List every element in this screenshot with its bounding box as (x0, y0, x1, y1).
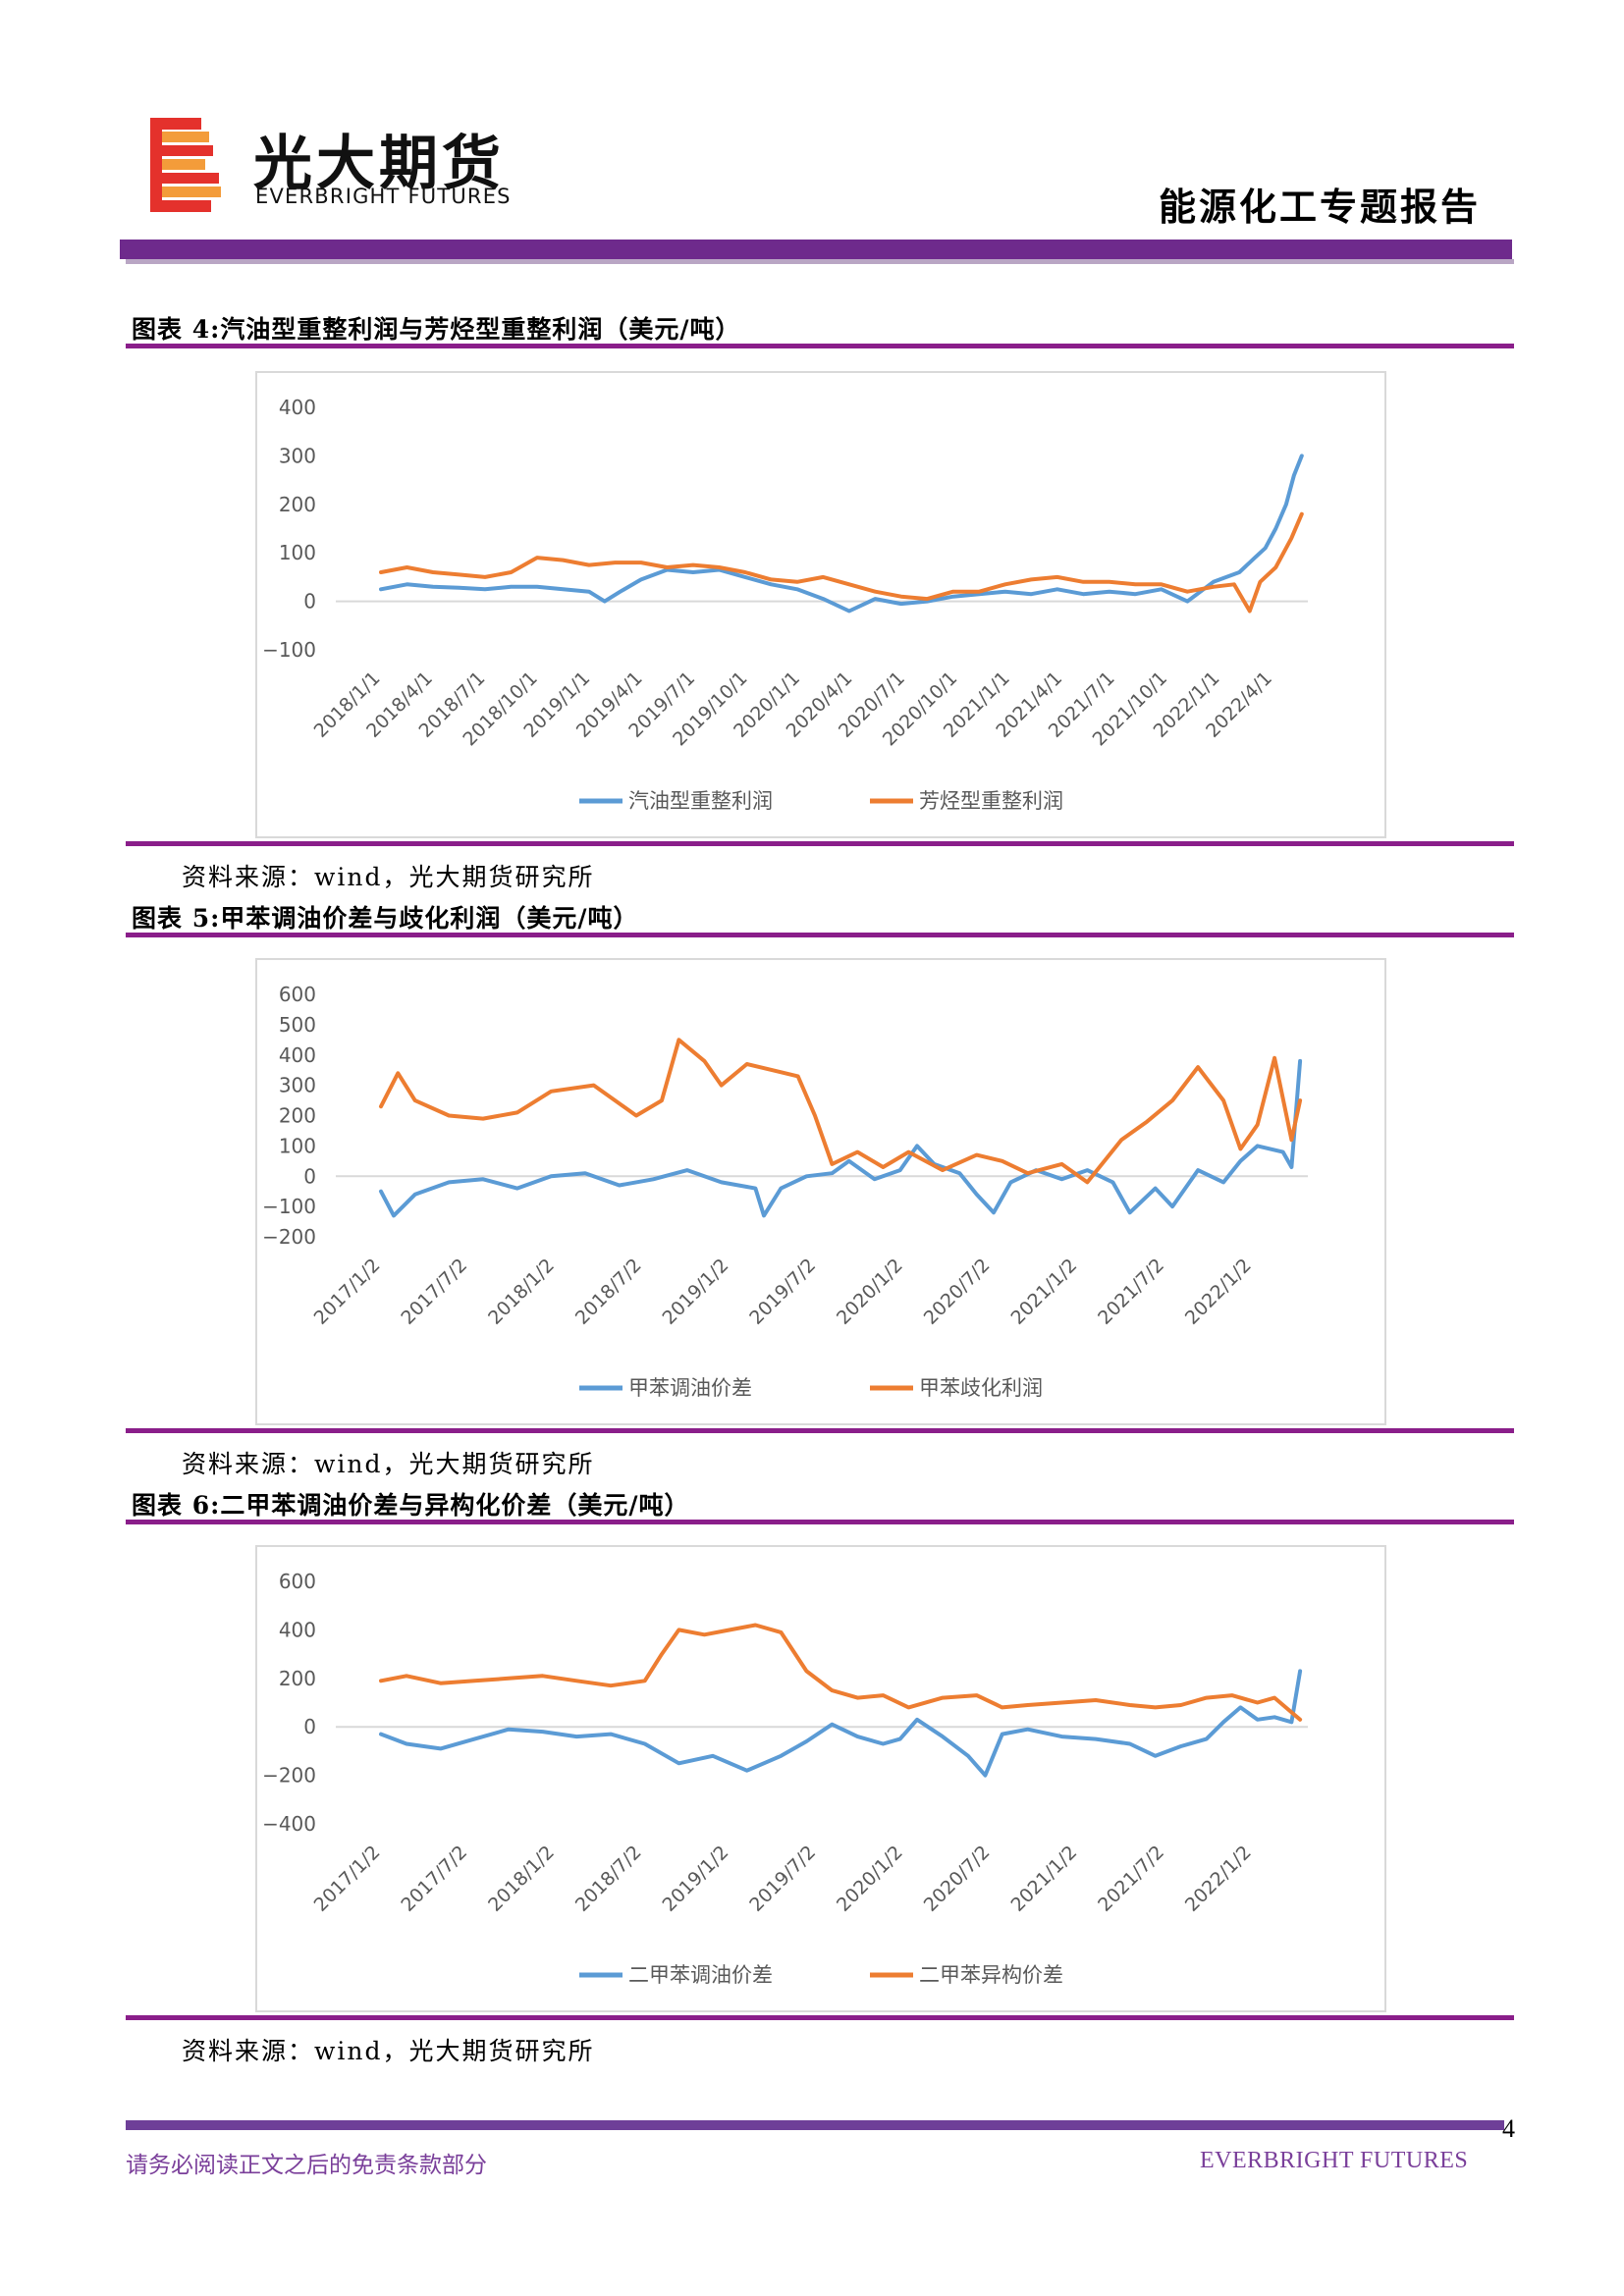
page-number: 4 (1502, 2114, 1515, 2143)
y-tick-label: 500 (279, 1013, 316, 1037)
x-tick-label: 2020/1/2 (833, 1255, 907, 1329)
x-tick-label: 2022/1/2 (1181, 1842, 1256, 1916)
y-tick-label: 200 (279, 493, 316, 516)
x-tick-label: 2019/1/2 (659, 1255, 733, 1329)
y-tick-label: 200 (279, 1104, 316, 1128)
x-tick-label: 2017/7/2 (397, 1255, 471, 1329)
company-name-en: EVERBRIGHT FUTURES (255, 185, 512, 208)
footer-brand: EVERBRIGHT FUTURES (1200, 2148, 1469, 2173)
y-tick-label: 300 (279, 444, 316, 467)
series-line-1 (379, 454, 1304, 614)
figure-6-chart: 600 400 200 0 −200 −400 2017/1/2 2017/7/2 2018/1… (262, 1570, 1308, 1987)
y-tick-label: 300 (279, 1074, 316, 1097)
y-tick-label: 600 (279, 983, 316, 1006)
y-tick-label: −100 (262, 1195, 316, 1218)
figure-6-source: 资料来源：wind，光大期货研究所 (182, 2037, 595, 2065)
y-tick-label: 0 (303, 1715, 316, 1738)
company-logo-mark (150, 118, 221, 212)
y-tick-label: 400 (279, 396, 316, 419)
x-tick-label: 2017/1/2 (310, 1842, 385, 1916)
figure-4-chart: 4003002001000−1002018/1/12018/4/12018/7/… (262, 396, 1308, 813)
figure-5-top-rule (126, 933, 1514, 937)
y-tick-label: 400 (279, 1043, 316, 1067)
series-line-1 (379, 1058, 1303, 1218)
figure-5-source: 资料来源：wind，光大期货研究所 (182, 1450, 595, 1478)
series-line-2 (379, 511, 1304, 614)
x-tick-label: 2018/1/2 (484, 1842, 559, 1916)
header-band-shadow (126, 259, 1514, 264)
figure-4-title: 图表 4:汽油型重整利润与芳烃型重整利润（美元/吨） (132, 315, 741, 344)
x-tick-label: 2019/7/2 (745, 1255, 820, 1329)
header-band (120, 240, 1512, 259)
x-tick-label: 2020/7/2 (920, 1255, 995, 1329)
figure-6-title: 图表 6:二甲苯调油价差与异构化价差（美元/吨） (132, 1491, 690, 1520)
legend-label-1: 汽油型重整利润 (628, 789, 773, 813)
x-tick-label: 2020/7/2 (920, 1842, 995, 1916)
y-tick-label: −200 (262, 1764, 316, 1788)
y-tick-label: 400 (279, 1618, 316, 1641)
x-tick-label: 2018/7/2 (571, 1255, 646, 1329)
x-tick-label: 2017/7/2 (397, 1842, 471, 1916)
x-tick-label: 2021/7/2 (1094, 1842, 1168, 1916)
series-line-2 (379, 1623, 1303, 1722)
x-tick-label: 2020/1/2 (833, 1842, 907, 1916)
series-line-1 (379, 1669, 1303, 1778)
y-tick-label: −100 (262, 638, 316, 662)
x-tick-label: 2021/7/2 (1094, 1255, 1168, 1329)
legend-label-1: 二甲苯调油价差 (628, 1963, 773, 1987)
figure-4-chart-frame: 400 300 200 100 0 −100 2018/1/1 2018/4/1 2018/7/… (255, 371, 1386, 838)
figure-6-bottom-rule (126, 2015, 1514, 2020)
figure-5-title: 图表 5:甲苯调油价差与歧化利润（美元/吨） (132, 904, 639, 933)
figure-5-bottom-rule (126, 1428, 1514, 1433)
report-type-title: 能源化工专题报告 (1159, 185, 1482, 229)
figure-6-top-rule (126, 1520, 1514, 1524)
legend-label-1: 甲苯调油价差 (628, 1376, 752, 1400)
y-tick-label: 0 (303, 590, 316, 614)
x-tick-label: 2018/1/2 (484, 1255, 559, 1329)
figure-5-chart: 600 500 400 300 200 100 0 −100 −200 2017/1/2 2017/… (262, 983, 1308, 1400)
company-name-cn: 光大期货 (253, 130, 505, 198)
x-tick-label: 2021/1/2 (1006, 1842, 1081, 1916)
disclaimer-note: 请务必阅读正文之后的免责条款部分 (126, 2153, 487, 2178)
series-line-2 (379, 1038, 1303, 1185)
figure-4-top-rule (126, 344, 1514, 348)
x-tick-label: 2019/1/2 (659, 1842, 733, 1916)
figure-6-chart-frame: 600 400 200 0 −200 −400 2017/1/2 2017/7/2 2018/1… (255, 1545, 1386, 2012)
footer-rule (126, 2120, 1504, 2130)
y-tick-label: 100 (279, 541, 316, 564)
x-tick-label: 2021/1/2 (1006, 1255, 1081, 1329)
y-tick-label: −200 (262, 1225, 316, 1249)
x-tick-label: 2022/1/2 (1181, 1255, 1256, 1329)
y-tick-label: 200 (279, 1667, 316, 1690)
y-tick-label: −400 (262, 1812, 316, 1836)
x-tick-label: 2019/7/2 (745, 1842, 820, 1916)
x-tick-label: 2018/7/2 (571, 1842, 646, 1916)
legend-label-2: 芳烃型重整利润 (919, 789, 1063, 813)
figure-4-source: 资料来源：wind，光大期货研究所 (182, 863, 595, 891)
y-tick-label: 0 (303, 1164, 316, 1188)
legend-label-2: 二甲苯异构价差 (919, 1963, 1063, 1987)
y-tick-label: 100 (279, 1134, 316, 1157)
legend-label-2: 甲苯歧化利润 (919, 1376, 1043, 1400)
y-tick-label: 600 (279, 1570, 316, 1593)
figure-5-chart-frame: 600 500 400 300 200 100 0 −100 −200 2017/1/2 2017/… (255, 958, 1386, 1425)
figure-4-bottom-rule (126, 841, 1514, 846)
x-tick-label: 2017/1/2 (310, 1255, 385, 1329)
